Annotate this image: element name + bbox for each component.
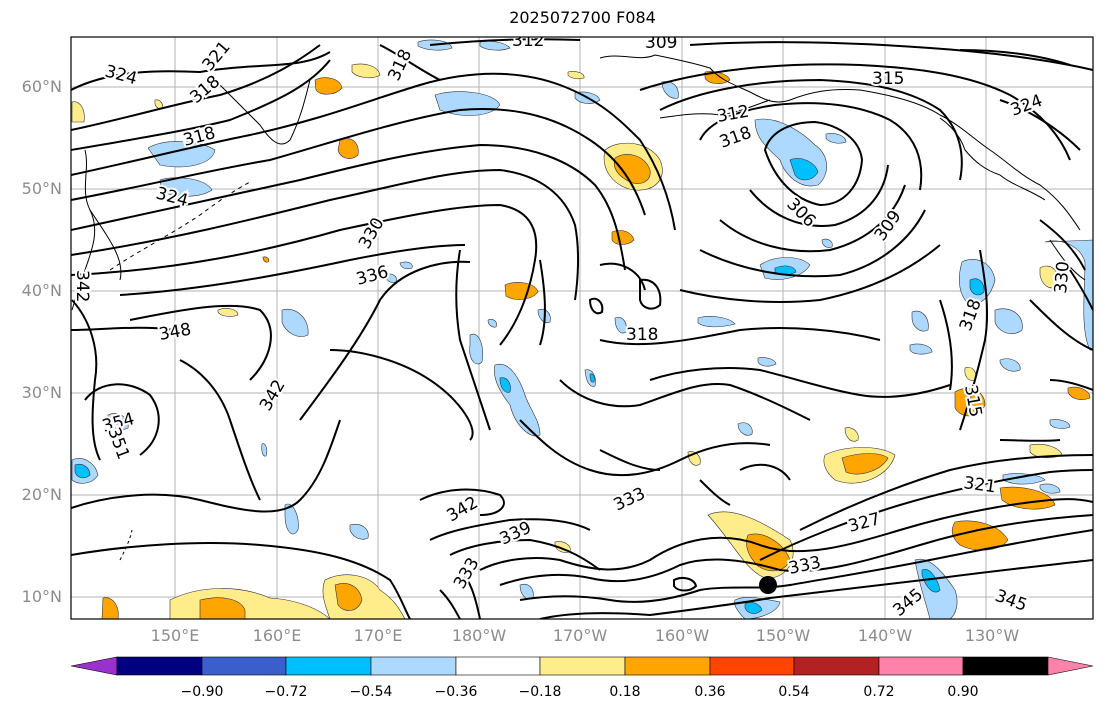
colorbar-segment [709,656,795,676]
contour-label: 342 [72,270,92,302]
lon-label-170e: 170°E [353,626,403,645]
colorbar-segment [455,656,541,676]
colorbar-segment [793,656,880,676]
lon-label-150w: 150°W [755,626,811,645]
colorbar-tick: −0.90 [180,684,224,700]
colorbar-upper-extend [1047,656,1094,676]
colorbar-segment [539,656,626,676]
lat-label-20n: 20°N [21,485,62,504]
colorbar-segment [201,656,287,676]
contour-label: 312 [512,31,544,51]
lon-label-170w: 170°W [552,626,608,645]
lon-label-150e: 150°E [150,626,200,645]
lon-label-160w: 160°W [654,626,710,645]
colorbar-tick: 0.36 [694,684,726,700]
colorbar-tick: 0.90 [947,684,979,700]
location-marker [759,576,777,594]
colorbar-tick: 0.18 [609,684,641,700]
contour-label: 315 [872,69,904,89]
lon-label-140w: 140°W [857,626,913,645]
colorbar-segment [624,656,711,676]
colorbar [70,656,1094,676]
contour-label: 309 [645,33,677,53]
colorbar-tick: −0.54 [349,684,393,700]
lat-label-10n: 10°N [21,587,62,606]
map-title: 2025072700 F084 [509,8,656,27]
colorbar-tick: −0.72 [264,684,308,700]
colorbar-lower-extend [70,656,118,676]
contour-label: 318 [626,325,658,345]
lat-label-40n: 40°N [21,281,62,300]
colorbar-tick: −0.36 [434,684,478,700]
colorbar-segment [370,656,457,676]
colorbar-segment [116,656,203,676]
lon-label-180w: 180°W [451,626,507,645]
map-border [70,36,1094,620]
lon-label-160e: 160°E [252,626,302,645]
colorbar-segment [878,656,964,676]
lat-label-30n: 30°N [21,383,62,402]
colorbar-tick: −0.18 [518,684,562,700]
colorbar-tick: 0.54 [778,684,810,700]
lon-label-130w: 130°W [964,626,1020,645]
colorbar-segment [962,656,1049,676]
map-frame [71,37,1093,619]
contour-label: 330 [1051,260,1074,294]
colorbar-tick: 0.72 [863,684,895,700]
colorbar-segment [285,656,372,676]
lat-label-50n: 50°N [21,179,62,198]
lat-label-60n: 60°N [21,77,62,96]
